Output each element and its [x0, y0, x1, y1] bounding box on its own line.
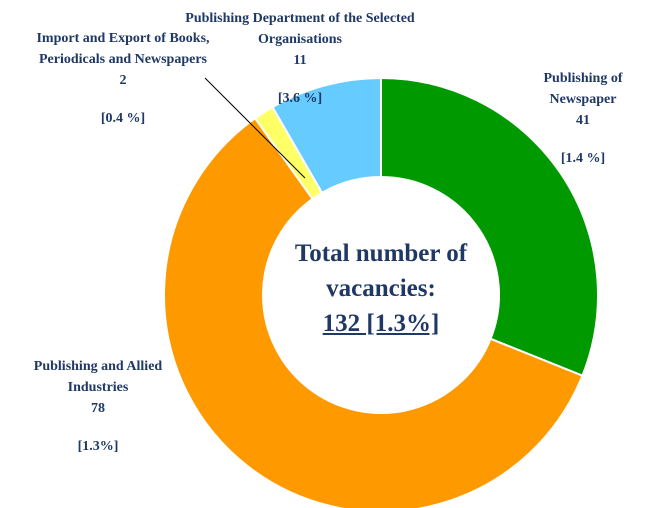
value-label: 2: [119, 73, 127, 88]
slice-label: Publishing and Allied Industries 78 [1.3%]: [8, 356, 188, 457]
value-label: 41: [576, 113, 590, 128]
slice-label: Publishing Department of the Selected Or…: [185, 8, 415, 109]
center-value: 132 [1.3%]: [322, 310, 440, 337]
category-name: Publishing and Allied Industries: [33, 359, 163, 395]
category-name: Import and Export of Books, Periodicals …: [36, 31, 210, 67]
rate-label: [0.4 %]: [100, 111, 146, 126]
donut-slice: [271, 76, 382, 195]
donut-slice: [163, 116, 584, 508]
rate-label: [1.3%]: [77, 439, 119, 454]
leader-line: [204, 77, 306, 179]
category-name: Publishing Department of the Selected Or…: [185, 11, 415, 47]
donut-slice: [380, 76, 599, 377]
slice-label: Import and Export of Books, Periodicals …: [28, 28, 218, 129]
category-name: Publishing of Newspaper: [543, 71, 623, 107]
center-title: Total number of vacancies:: [294, 240, 468, 302]
value-label: 11: [293, 53, 307, 68]
slice-label: Publishing of Newspaper 41 [1.4 %]: [528, 68, 638, 169]
rate-label: [1.4 %]: [560, 151, 606, 166]
value-label: 78: [91, 401, 105, 416]
rate-label: [3.6 %]: [277, 91, 323, 106]
center-label: Total number of vacancies: 132 [1.3%]: [271, 236, 491, 341]
